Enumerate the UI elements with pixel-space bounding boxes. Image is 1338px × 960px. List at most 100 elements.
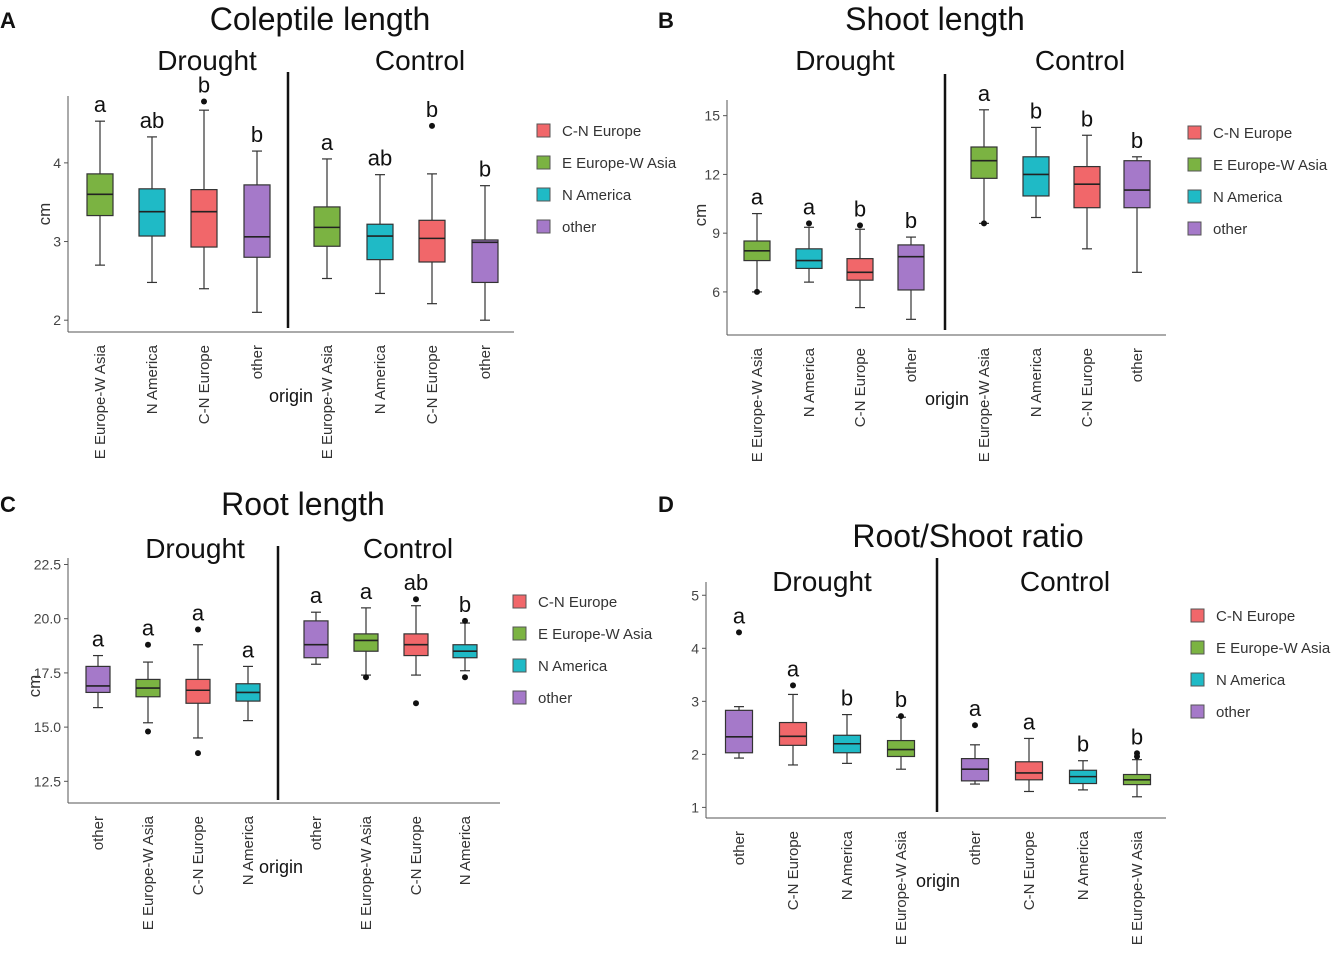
legend-label-c-n-europe: C-N Europe <box>1216 608 1295 625</box>
box-drought-other: b <box>243 122 271 313</box>
significance-letter: b <box>426 97 438 122</box>
category-label: C-N Europe <box>785 831 802 910</box>
outlier-point <box>145 641 151 648</box>
panel-title: Shoot length <box>845 1 1025 37</box>
y-tick-label: 4 <box>53 155 61 171</box>
legend-swatch-n-america <box>512 658 527 673</box>
box-iqr <box>471 239 499 284</box>
significance-letter: b <box>1030 98 1042 123</box>
category-label: C-N Europe <box>852 348 869 427</box>
outlier-point <box>754 288 760 295</box>
box-iqr <box>886 739 916 758</box>
category-label: other <box>967 831 984 865</box>
y-ticks: 6 9 12 15 <box>704 108 727 300</box>
legend-swatch-n-america <box>536 187 551 202</box>
category-label: E Europe-W Asia <box>319 344 336 459</box>
significance-letter: ab <box>404 570 428 595</box>
category-labels: other C-N Europe N America E Europe-W Asia o… <box>731 830 1146 945</box>
significance-letter: ab <box>140 108 164 133</box>
box-drought-other: a <box>85 627 111 709</box>
box-control-other: b <box>471 157 499 321</box>
significance-letter: a <box>969 696 982 721</box>
category-label: C-N Europe <box>408 816 425 895</box>
category-label: other <box>731 831 748 865</box>
box-iqr <box>303 620 329 659</box>
box-control-e-europe-w-asia: a <box>313 130 341 280</box>
outlier-point <box>429 122 435 129</box>
outlier-point <box>790 682 796 689</box>
significance-letter: a <box>751 185 764 210</box>
group-label-control: Control <box>375 45 465 76</box>
box-drought-e-europe-w-asia: b <box>886 687 916 770</box>
significance-letter: ab <box>368 146 392 171</box>
box-drought-n-america: b <box>832 686 862 764</box>
outlier-point <box>972 722 978 729</box>
outlier-point <box>195 626 201 633</box>
legend-label-n-america: N America <box>1216 672 1286 689</box>
panel-title: Coleptile length <box>210 1 431 37</box>
box-drought-c-n-europe: a <box>185 601 211 757</box>
panel-c-root-length: C Root length Drought Control cm origin … <box>0 486 500 930</box>
group-label-drought: Drought <box>795 45 895 76</box>
outlier-point <box>195 750 201 757</box>
category-label: E Europe-W Asia <box>976 347 993 462</box>
panel-title: Root length <box>221 486 385 522</box>
box-marks: a a b b a a b b <box>724 603 1152 798</box>
category-label: N America <box>1028 347 1045 417</box>
y-tick-label: 9 <box>712 225 720 241</box>
category-label: E Europe-W Asia <box>92 344 109 459</box>
significance-letter: a <box>787 656 800 681</box>
group-label-drought: Drought <box>157 45 257 76</box>
box-control-n-america: b <box>1022 98 1050 219</box>
box-control-e-europe-w-asia: b <box>1122 724 1152 798</box>
outlier-point <box>736 629 742 636</box>
box-control-e-europe-w-asia: a <box>970 81 998 227</box>
outlier-point <box>806 220 812 227</box>
y-tick-label: 5 <box>691 587 699 603</box>
box-drought-other: b <box>897 208 925 320</box>
category-label: N America <box>457 815 474 885</box>
group-label-drought: Drought <box>145 533 245 564</box>
legend-panel-b: C-N Europe E Europe-W Asia N America other <box>1187 125 1328 238</box>
category-label: E Europe-W Asia <box>140 815 157 930</box>
box-iqr <box>366 223 394 261</box>
box-iqr <box>1022 156 1050 197</box>
y-tick-label: 3 <box>53 234 61 250</box>
significance-letter: a <box>192 601 205 626</box>
category-label: E Europe-W Asia <box>358 815 375 930</box>
y-tick-label: 17.5 <box>34 665 61 681</box>
y-tick-label: 20.0 <box>34 611 61 627</box>
x-axis-label: origin <box>269 386 313 406</box>
box-control-other: a <box>960 696 990 785</box>
legend-swatch-c-n-europe <box>1190 608 1205 623</box>
legend-label-other: other <box>1216 704 1250 721</box>
box-control-c-n-europe: a <box>1014 709 1044 793</box>
panel-letter-d: D <box>658 492 674 517</box>
legend-swatch-other <box>1187 221 1202 236</box>
significance-letter: a <box>803 194 816 219</box>
outlier-point <box>1134 753 1140 760</box>
legend-panel-d: C-N Europe E Europe-W Asia N America other <box>1190 608 1331 721</box>
significance-letter: b <box>1081 106 1093 131</box>
significance-letter: a <box>1023 709 1036 734</box>
box-iqr <box>1123 160 1151 209</box>
legend-label-c-n-europe: C-N Europe <box>538 594 617 611</box>
legend-swatch-other <box>512 690 527 705</box>
legend-label-e-europe-w-asia: E Europe-W Asia <box>538 626 653 643</box>
significance-letter: a <box>94 92 107 117</box>
legend-label-c-n-europe: C-N Europe <box>562 123 641 140</box>
y-tick-label: 1 <box>691 799 699 815</box>
legend-label-e-europe-w-asia: E Europe-W Asia <box>1213 157 1328 174</box>
box-iqr <box>1073 165 1101 209</box>
y-ticks: 2 3 4 <box>53 155 68 328</box>
box-control-c-n-europe: ab <box>403 570 429 707</box>
category-label: other <box>308 816 325 850</box>
significance-letter: a <box>242 637 255 662</box>
outlier-point <box>363 674 369 681</box>
box-control-n-america: ab <box>366 146 394 295</box>
significance-letter: b <box>905 208 917 233</box>
category-label: other <box>249 345 266 379</box>
box-marks: a ab b b a ab b b <box>86 73 499 321</box>
box-iqr <box>795 248 823 270</box>
